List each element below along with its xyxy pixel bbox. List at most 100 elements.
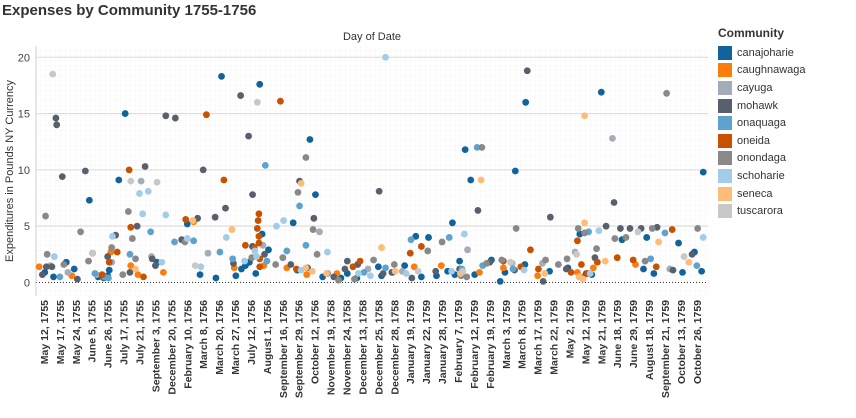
- point-onondaga[interactable]: [438, 238, 446, 246]
- point-mohawk[interactable]: [669, 266, 677, 274]
- point-onaquaga[interactable]: [296, 202, 303, 210]
- point-schoharie[interactable]: [222, 234, 230, 241]
- point-oneida[interactable]: [255, 239, 263, 247]
- legend-item-onaquaga[interactable]: onaquaga: [718, 114, 853, 132]
- point-seneca[interactable]: [297, 179, 305, 187]
- point-schoharie[interactable]: [109, 232, 116, 240]
- point-canajoharie[interactable]: [105, 266, 113, 274]
- point-seneca[interactable]: [228, 226, 236, 233]
- point-oneida[interactable]: [629, 256, 637, 264]
- point-onondaga[interactable]: [694, 225, 702, 232]
- point-mohawk[interactable]: [148, 255, 156, 263]
- point-onaquaga[interactable]: [105, 274, 112, 282]
- point-onondaga[interactable]: [512, 225, 520, 232]
- point-onondaga[interactable]: [309, 226, 317, 233]
- point-caughnawaga[interactable]: [437, 262, 445, 269]
- point-mohawk[interactable]: [162, 112, 170, 120]
- point-schoharie[interactable]: [324, 248, 331, 256]
- point-caughnawaga[interactable]: [589, 264, 597, 272]
- point-onondaga[interactable]: [390, 261, 398, 268]
- point-oneida[interactable]: [253, 225, 261, 232]
- point-tuscarora[interactable]: [191, 262, 199, 269]
- point-canajoharie[interactable]: [650, 270, 658, 277]
- point-canajoharie[interactable]: [252, 270, 260, 277]
- point-tuscarora[interactable]: [414, 267, 422, 275]
- point-onondaga[interactable]: [424, 247, 432, 255]
- point-onaquaga[interactable]: [509, 265, 517, 273]
- point-mohawk[interactable]: [602, 222, 610, 230]
- point-onaquaga[interactable]: [647, 255, 655, 263]
- point-canajoharie[interactable]: [232, 272, 240, 280]
- point-onaquaga[interactable]: [661, 229, 669, 237]
- point-oneida[interactable]: [254, 217, 262, 224]
- point-canajoharie[interactable]: [643, 234, 651, 241]
- point-mohawk[interactable]: [38, 271, 46, 279]
- point-canajoharie[interactable]: [401, 262, 409, 269]
- point-cayuga[interactable]: [464, 246, 471, 254]
- point-oneida[interactable]: [242, 241, 249, 249]
- point-tuscarora[interactable]: [680, 253, 688, 260]
- point-onaquaga[interactable]: [147, 228, 155, 236]
- point-onondaga[interactable]: [85, 257, 92, 265]
- point-caughnawaga[interactable]: [410, 263, 418, 271]
- point-onondaga[interactable]: [108, 244, 116, 251]
- point-onondaga[interactable]: [463, 273, 471, 281]
- point-oneida[interactable]: [527, 246, 534, 254]
- point-mohawk[interactable]: [539, 277, 547, 285]
- point-schoharie[interactable]: [460, 230, 468, 238]
- point-mohawk[interactable]: [58, 173, 66, 181]
- point-tuscarora[interactable]: [49, 70, 57, 78]
- point-schoharie[interactable]: [197, 263, 205, 271]
- point-oneida[interactable]: [578, 261, 585, 268]
- point-mohawk[interactable]: [375, 187, 383, 195]
- point-oneida[interactable]: [417, 243, 425, 250]
- point-seneca[interactable]: [391, 267, 399, 275]
- point-schoharie[interactable]: [382, 53, 389, 61]
- legend-item-tuscarora[interactable]: tuscarora: [718, 202, 853, 220]
- point-onondaga[interactable]: [611, 235, 619, 242]
- point-canajoharie[interactable]: [218, 73, 225, 80]
- point-oneida[interactable]: [98, 271, 106, 279]
- point-mohawk[interactable]: [474, 207, 482, 214]
- point-mohawk[interactable]: [287, 261, 295, 268]
- point-canajoharie[interactable]: [417, 273, 425, 281]
- point-onondaga[interactable]: [498, 256, 506, 264]
- legend-item-schoharie[interactable]: schoharie: [718, 167, 853, 185]
- point-mohawk[interactable]: [249, 191, 256, 199]
- point-schoharie[interactable]: [158, 258, 166, 266]
- point-onondaga[interactable]: [313, 250, 321, 258]
- legend-item-onondaga[interactable]: onondaga: [718, 150, 853, 168]
- point-oneida[interactable]: [349, 263, 357, 271]
- point-oneida[interactable]: [593, 258, 601, 266]
- point-mohawk[interactable]: [152, 262, 159, 269]
- point-mohawk[interactable]: [74, 275, 81, 283]
- point-schoharie[interactable]: [699, 234, 707, 241]
- point-oneida[interactable]: [220, 176, 228, 184]
- point-seneca[interactable]: [601, 257, 609, 265]
- point-mohawk[interactable]: [42, 263, 50, 271]
- legend-item-seneca[interactable]: seneca: [718, 185, 853, 203]
- point-canajoharie[interactable]: [679, 268, 686, 276]
- point-cayuga[interactable]: [204, 249, 212, 257]
- point-oneida[interactable]: [127, 223, 135, 231]
- legend-item-caughnawaga[interactable]: caughnawaga: [718, 62, 853, 80]
- point-oneida[interactable]: [574, 237, 581, 245]
- point-onaquaga[interactable]: [126, 250, 134, 258]
- point-oneida[interactable]: [277, 97, 284, 105]
- legend-item-canajoharie[interactable]: canajoharie: [718, 44, 853, 62]
- point-oneida[interactable]: [668, 226, 676, 233]
- point-canajoharie[interactable]: [461, 146, 469, 154]
- point-onondaga[interactable]: [554, 261, 562, 268]
- point-canajoharie[interactable]: [496, 277, 504, 285]
- point-mohawk[interactable]: [523, 67, 531, 75]
- point-onondaga[interactable]: [542, 256, 549, 264]
- point-mohawk[interactable]: [104, 253, 112, 260]
- point-oneida[interactable]: [255, 232, 263, 240]
- point-schoharie[interactable]: [355, 270, 362, 277]
- point-mohawk[interactable]: [126, 268, 134, 276]
- point-onaquaga[interactable]: [261, 161, 269, 169]
- point-canajoharie[interactable]: [511, 167, 519, 175]
- point-mohawk[interactable]: [341, 265, 349, 273]
- point-onondaga[interactable]: [119, 271, 127, 279]
- point-canajoharie[interactable]: [212, 274, 220, 282]
